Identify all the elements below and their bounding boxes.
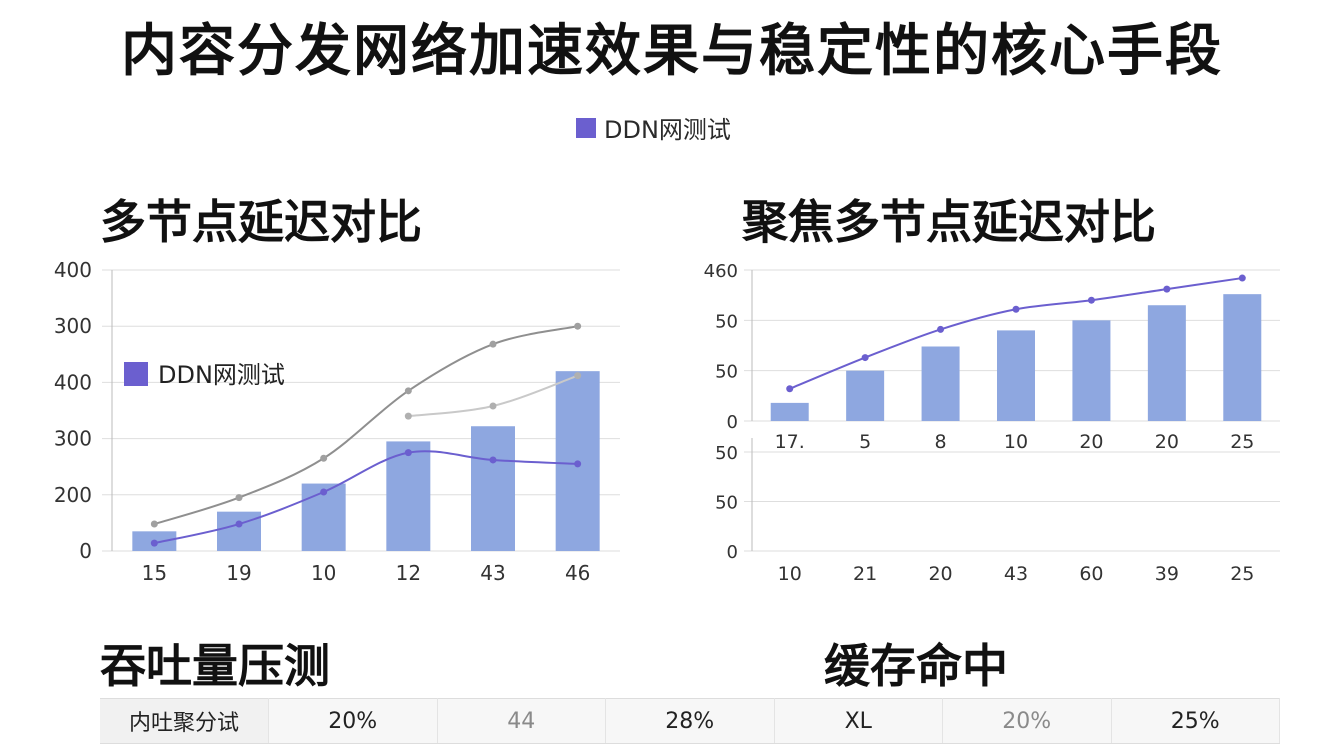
right-top-y-tick-label: 0 [727, 412, 738, 433]
right-top-x-tick-label: 17. [775, 431, 805, 453]
right-bottom-y-tick-label: 0 [727, 542, 738, 563]
page-title: 内容分发网络加速效果与稳定性的核心手段 [121, 19, 1223, 84]
left-y-tick-label: 0 [79, 539, 92, 563]
table-cell: XL [774, 698, 943, 744]
right-top-y-tick-label: 50 [715, 311, 738, 332]
right-top-line-point [1238, 274, 1246, 282]
right-chart-title: 聚焦多节点延迟对比 [742, 195, 1156, 249]
cache-hit-table: 内吐聚分试 20% 44 28% XL 20% 25% [100, 698, 1280, 744]
right-top-bar [846, 370, 885, 421]
right-top-line-point [1087, 296, 1095, 304]
right-top-bar [770, 402, 809, 421]
right-top-line-point [1012, 305, 1020, 313]
left-gray-line [154, 325, 578, 525]
left-bar [471, 426, 515, 551]
right-bottom-x-tick-label: 21 [853, 563, 877, 585]
right-bottom-x-tick-label: 39 [1155, 563, 1179, 585]
left-gray-line-point [235, 494, 243, 502]
table-cell: 44 [437, 698, 606, 744]
right-top-x-tick-label: 20 [1155, 431, 1179, 453]
right-top-line-point [1163, 285, 1171, 293]
left-bar [217, 511, 261, 551]
left-x-tick-label: 12 [396, 561, 421, 585]
right-top-bar [1223, 294, 1262, 421]
right-top-bar [997, 330, 1035, 421]
left-y-tick-label: 400 [54, 370, 92, 394]
left-gray-line-point [320, 454, 328, 462]
right-bottom-x-tick-label: 43 [1004, 563, 1028, 585]
left-gray-line-point [150, 520, 158, 528]
left-purple-line-point [150, 539, 158, 547]
right-top-y-tick-label: 460 [704, 261, 738, 282]
right-top-line-point [786, 385, 794, 393]
right-top-x-tick-label: 8 [935, 431, 947, 453]
right-bottom-x-tick-label: 10 [778, 563, 802, 585]
left-x-tick-label: 15 [142, 561, 167, 585]
left-purple-line-point [235, 520, 243, 528]
left-bar [386, 441, 431, 551]
right-top-x-tick-label: 5 [859, 431, 871, 453]
left-chart-title: 多节点延迟对比 [100, 195, 422, 249]
right-bottom-x-tick-label: 20 [928, 563, 952, 585]
table-cell: 28% [605, 698, 775, 744]
left-x-tick-label: 10 [311, 561, 336, 585]
left-y-tick-label: 300 [54, 314, 92, 338]
right-top-line-point [937, 325, 945, 333]
right-bottom-y-tick-label: 50 [715, 443, 738, 464]
table-cell: 25% [1111, 698, 1280, 744]
table-row-label: 内吐聚分试 [100, 698, 269, 744]
right-top-x-tick-label: 10 [1004, 431, 1028, 453]
left-light-line-point [574, 372, 582, 380]
left-gray-line-point [574, 322, 582, 330]
right-top-bar [1072, 320, 1111, 421]
legend-swatch [576, 117, 596, 138]
left-inner-legend-label: DDN网测试 [158, 361, 285, 389]
left-gray-line-point [489, 340, 497, 348]
left-purple-line-point [489, 456, 497, 464]
table-cell: 20% [942, 698, 1112, 744]
right-top-x-tick-label: 20 [1079, 431, 1103, 453]
right-top-bar [921, 346, 960, 421]
left-purple-line-point [404, 449, 412, 457]
left-gray-line-point [404, 387, 412, 395]
left-x-tick-label: 46 [565, 561, 590, 585]
left-light-line-point [489, 402, 497, 410]
right-bottom-y-tick-label: 50 [715, 493, 738, 514]
table-cell: 20% [268, 698, 438, 744]
left-y-tick-label: 200 [54, 483, 92, 507]
right-bottom-x-tick-label: 25 [1230, 563, 1254, 585]
cache-hit-title: 缓存命中 [824, 639, 1008, 693]
left-inner-legend-swatch [124, 362, 148, 386]
right-top-bar [1147, 305, 1186, 421]
left-purple-line-point [320, 488, 328, 496]
right-top-y-tick-label: 50 [715, 362, 738, 383]
table-row: 内吐聚分试 20% 44 28% XL 20% 25% [100, 698, 1280, 744]
right-top-x-tick-label: 25 [1230, 431, 1254, 453]
left-purple-line [154, 450, 578, 545]
left-y-tick-label: 300 [54, 427, 92, 451]
legend-label: DDN网测试 [604, 116, 731, 144]
left-purple-line-point [574, 460, 582, 468]
right-top-line-point [861, 354, 869, 362]
throughput-title: 吞吐量压测 [100, 639, 330, 693]
right-bottom-x-tick-label: 60 [1079, 563, 1103, 585]
left-y-tick-label: 400 [54, 258, 92, 282]
top-legend: DDN网测试 [576, 110, 731, 145]
left-light-line [408, 374, 579, 418]
left-x-tick-label: 19 [226, 561, 251, 585]
left-light-line-point [404, 412, 412, 420]
left-x-tick-label: 43 [480, 561, 505, 585]
